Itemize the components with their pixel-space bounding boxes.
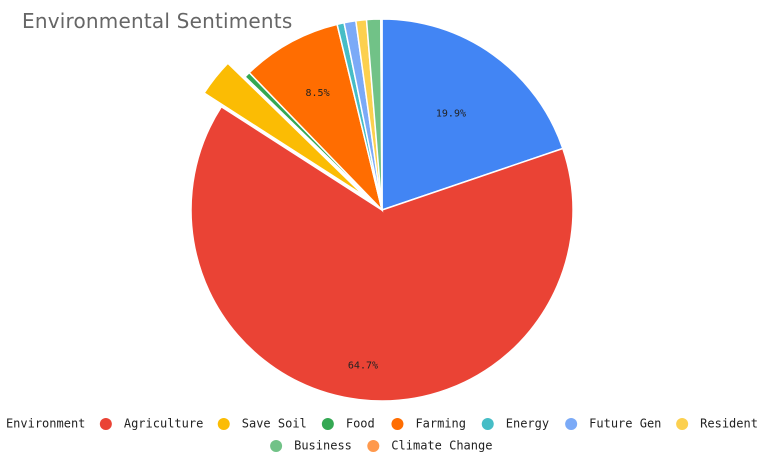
legend-item-business[interactable]: Business	[270, 439, 352, 453]
legend-item-climate-change[interactable]: Climate Change	[367, 439, 492, 453]
legend-label: Agriculture	[124, 417, 203, 431]
legend-item-farming[interactable]: Farming	[391, 417, 466, 431]
data-label-farming: 8.5%	[306, 88, 330, 99]
legend-item-agriculture[interactable]: Agriculture	[99, 417, 203, 431]
legend-label: Business	[294, 439, 352, 453]
pie-data-labels: 19.9% 64.7% 8.5%	[306, 88, 466, 372]
legend-swatch	[565, 418, 578, 430]
pie-slice-farming[interactable]	[248, 23, 384, 213]
legend-swatch	[391, 418, 404, 430]
pie-slice-agriculture[interactable]	[190, 105, 574, 402]
legend-swatch	[99, 418, 112, 430]
legend-item-energy[interactable]: Energy	[481, 417, 549, 431]
legend-swatch	[321, 418, 334, 430]
pie-slice-climate-change[interactable]	[380, 18, 383, 211]
legend-label: Food	[346, 417, 375, 431]
legend-label: Environment	[6, 417, 85, 431]
legend-label: Residential	[700, 417, 758, 431]
data-label-agriculture: 64.7%	[348, 360, 378, 371]
pie-slice-save-soil[interactable]	[203, 62, 366, 197]
legend-label: Climate Change	[391, 439, 492, 453]
pie-slices	[190, 18, 574, 402]
legend-swatch	[481, 418, 494, 430]
legend-item-residential[interactable]: Residential	[676, 417, 758, 431]
legend-swatch	[367, 440, 380, 452]
pie-slice-environment[interactable]	[381, 18, 564, 212]
legend-swatch	[270, 440, 283, 452]
legend-label: Save Soil	[242, 417, 307, 431]
data-label-environment: 19.9%	[436, 109, 466, 120]
legend-item-save-soil[interactable]: Save Soil	[217, 417, 307, 431]
chart-title: Environmental Sentiments	[22, 9, 293, 33]
legend-swatch	[676, 418, 689, 430]
legend-swatch	[217, 418, 230, 430]
legend-label: Future Gen	[589, 417, 661, 431]
legend-label: Energy	[506, 417, 549, 431]
chart-legend: Environment Agriculture Save Soil Food Farmi…	[0, 417, 758, 453]
legend-item-food[interactable]: Food	[321, 417, 375, 431]
legend-label: Farming	[415, 417, 466, 431]
legend-item-future-gen[interactable]: Future Gen	[565, 417, 661, 431]
legend-item-environment[interactable]: Environment	[0, 417, 85, 431]
